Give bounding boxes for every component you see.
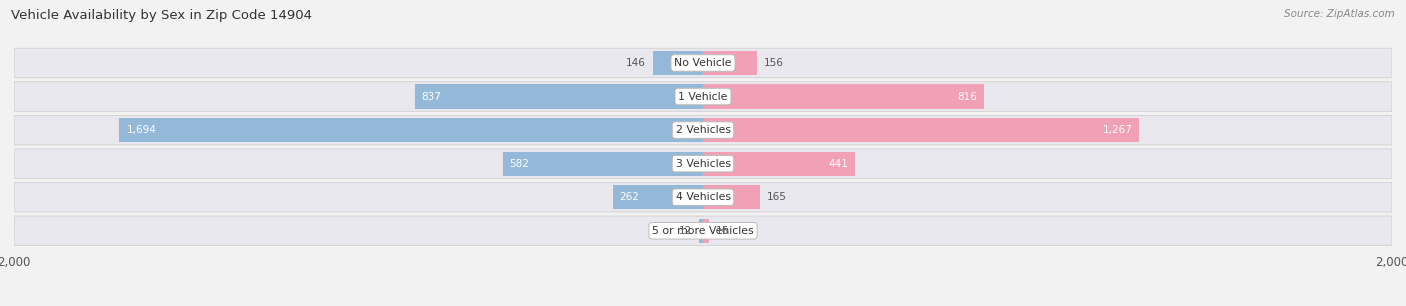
FancyBboxPatch shape bbox=[14, 216, 1392, 245]
Text: 156: 156 bbox=[763, 58, 783, 68]
Bar bbox=[502, 151, 703, 176]
FancyBboxPatch shape bbox=[14, 182, 1392, 212]
Text: 582: 582 bbox=[509, 159, 529, 169]
Bar bbox=[613, 185, 703, 209]
Text: 12: 12 bbox=[679, 226, 692, 236]
Text: 4 Vehicles: 4 Vehicles bbox=[675, 192, 731, 202]
Text: 262: 262 bbox=[620, 192, 640, 202]
FancyBboxPatch shape bbox=[14, 48, 1392, 78]
Bar bbox=[699, 219, 703, 243]
Text: Vehicle Availability by Sex in Zip Code 14904: Vehicle Availability by Sex in Zip Code … bbox=[11, 9, 312, 22]
Text: 1,694: 1,694 bbox=[127, 125, 156, 135]
Text: Source: ZipAtlas.com: Source: ZipAtlas.com bbox=[1284, 9, 1395, 19]
Text: 146: 146 bbox=[626, 58, 645, 68]
Bar bbox=[703, 84, 984, 109]
Bar bbox=[703, 185, 759, 209]
Text: 1,267: 1,267 bbox=[1102, 125, 1133, 135]
Bar bbox=[703, 219, 709, 243]
Bar bbox=[703, 51, 756, 75]
Bar bbox=[120, 118, 703, 142]
Text: 5 or more Vehicles: 5 or more Vehicles bbox=[652, 226, 754, 236]
Text: 2 Vehicles: 2 Vehicles bbox=[675, 125, 731, 135]
Text: 837: 837 bbox=[422, 91, 441, 102]
Text: 816: 816 bbox=[957, 91, 977, 102]
Text: 1 Vehicle: 1 Vehicle bbox=[678, 91, 728, 102]
Text: 165: 165 bbox=[766, 192, 786, 202]
Text: 16: 16 bbox=[716, 226, 728, 236]
Bar bbox=[703, 151, 855, 176]
Text: 441: 441 bbox=[828, 159, 848, 169]
Bar bbox=[703, 118, 1139, 142]
FancyBboxPatch shape bbox=[14, 115, 1392, 145]
Bar bbox=[415, 84, 703, 109]
FancyBboxPatch shape bbox=[14, 149, 1392, 178]
FancyBboxPatch shape bbox=[14, 82, 1392, 111]
Text: No Vehicle: No Vehicle bbox=[675, 58, 731, 68]
Text: 3 Vehicles: 3 Vehicles bbox=[675, 159, 731, 169]
Bar bbox=[652, 51, 703, 75]
